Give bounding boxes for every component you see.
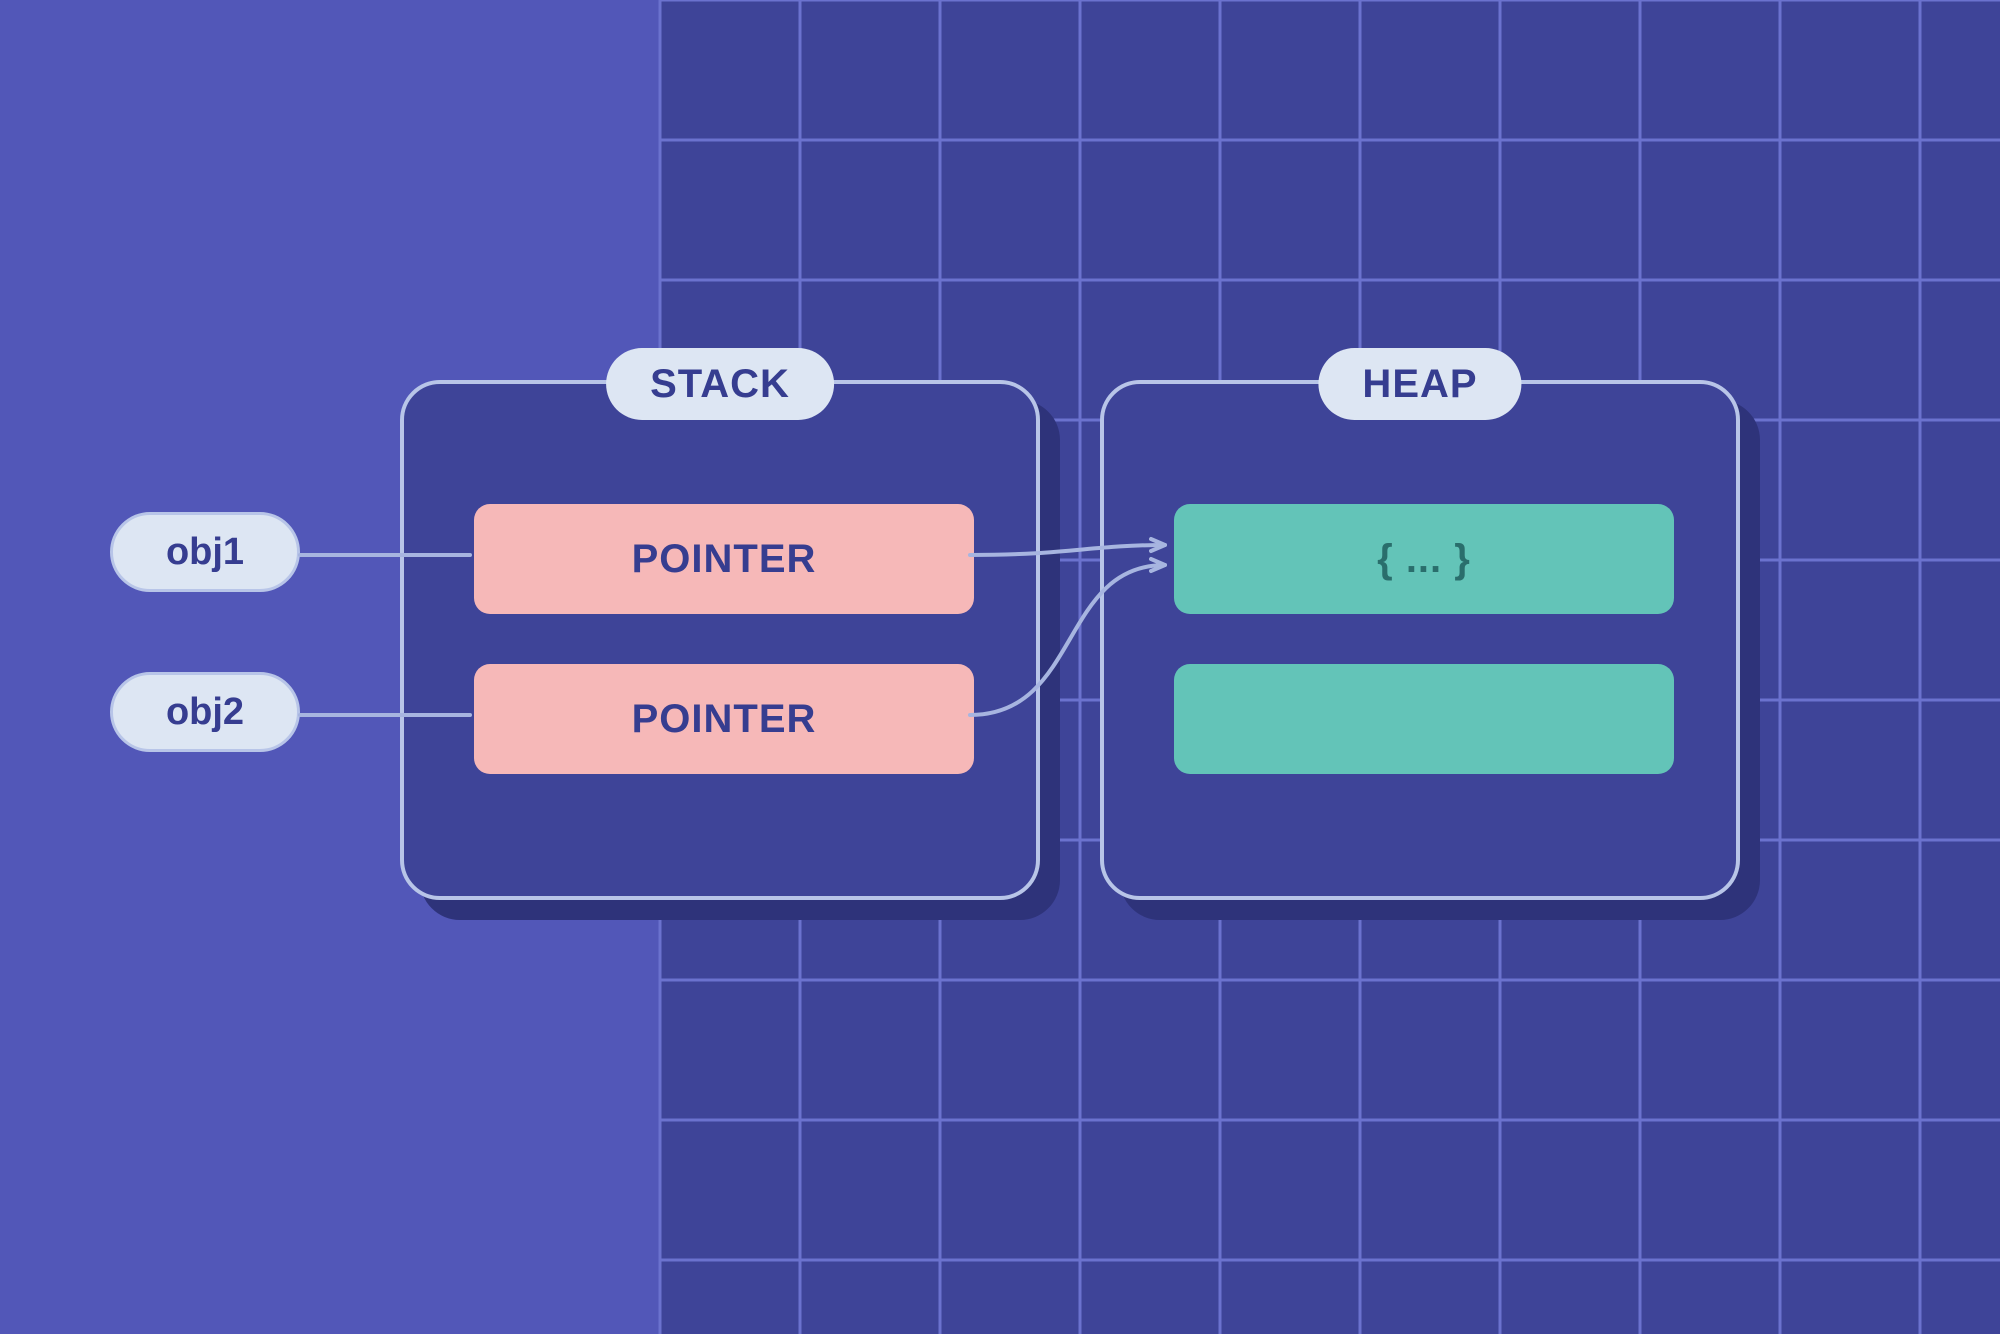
stack-slot-ptr2: POINTER [474, 664, 974, 774]
stack-slot-ptr1: POINTER [474, 504, 974, 614]
stack-panel: STACKPOINTERPOINTER [400, 380, 1040, 900]
heap-slot-obj: { ... } [1174, 504, 1674, 614]
label-pill-obj1: obj1 [110, 512, 300, 592]
heap-panel: HEAP{ ... } [1100, 380, 1740, 900]
label-pill-obj2: obj2 [110, 672, 300, 752]
stack-title: STACK [606, 348, 834, 420]
heap-title: HEAP [1318, 348, 1521, 420]
heap-slot-empty [1174, 664, 1674, 774]
